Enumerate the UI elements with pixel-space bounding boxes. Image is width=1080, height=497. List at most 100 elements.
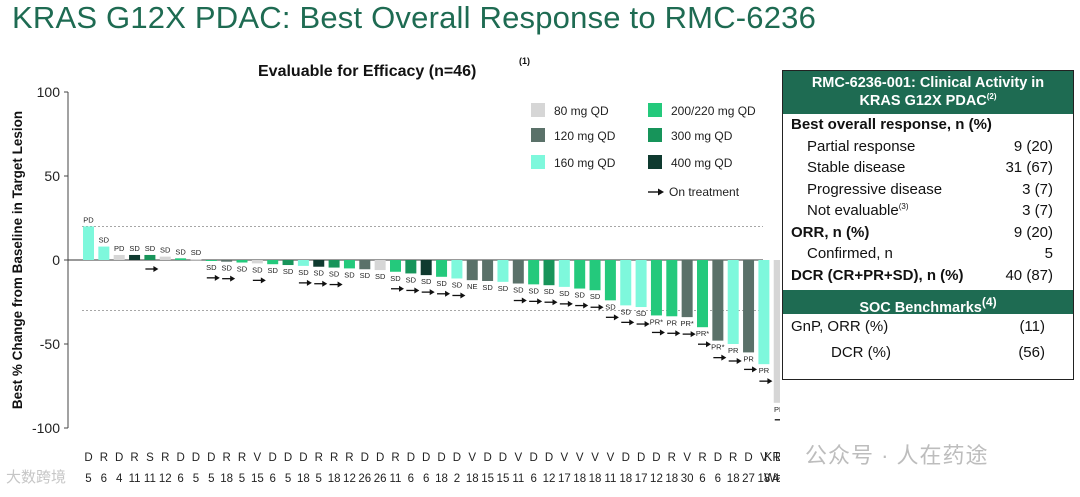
bar [405,260,417,274]
mutation-label: V [254,452,262,464]
bar-response-label: SD [544,287,555,296]
bar [758,260,770,365]
week-row-label: Week of Most Recent Scan [764,471,780,485]
legend-swatch [648,155,662,169]
mutation-label: D [453,452,461,464]
week-label: 11 [129,473,141,485]
sd-row: Stable disease 31 (67) [783,157,1073,179]
legend-swatch [648,128,662,142]
bar [697,260,708,328]
mutation-label: D [545,452,553,464]
bar-response-label: SD [406,275,417,284]
mutation-label: D [176,452,184,464]
bar-response-label: SD [298,268,309,277]
dcr-label: DCR (CR+PR+SD), n (%) [791,266,964,284]
legend-label: 80 mg QD [554,104,609,118]
bar [205,260,217,261]
bar-response-label: SD [175,247,186,256]
mutation-label: R [222,452,230,464]
ne-label: Not evaluable [807,202,899,219]
bar [681,260,693,318]
mutation-label: R [345,452,353,464]
bar-response-label: SD [421,277,432,286]
week-label: 18 [466,473,479,485]
bar-response-label: SD [574,291,585,300]
bar-response-label: SD [252,265,263,274]
week-label: 5 [193,473,199,485]
bar-response-label: PD [114,244,125,253]
bar [420,260,432,276]
legend-on-treatment-label: On treatment [669,185,740,199]
week-label: 18 [328,473,341,485]
on-treatment-arrowhead [752,366,758,373]
mutation-label: D [744,452,752,464]
week-label: 12 [159,473,172,485]
pr-value: 9 (20) [1013,137,1053,155]
orr-value: 9 (20) [1013,223,1053,241]
bar [589,260,601,291]
bar [374,260,386,271]
bar [175,258,187,260]
week-label: 2 [454,473,460,485]
y-axis-label: Best % Change from Baseline in Target Le… [10,111,25,409]
on-treatment-arrowhead [429,289,435,296]
bar [343,260,355,269]
mutation-label: R [315,452,323,464]
week-label: 6 [269,473,275,485]
on-treatment-arrowhead [613,314,619,321]
bar [282,260,294,266]
chart-title: Evaluable for Efficacy (n=46) [258,63,476,80]
bar-response-label: SD [329,270,340,279]
week-label: 5 [85,473,91,485]
watermark: 公众号 · 人在药途 [805,443,989,468]
week-label: 18 [758,473,771,485]
soc-dcr-value: (56) [1018,344,1045,361]
mutation-label: D [437,452,445,464]
ne-value: 3 (7) [1022,202,1053,219]
bar-response-label: PR [759,366,770,375]
mutation-label: D [652,452,660,464]
week-label: 18 [435,473,448,485]
on-treatment-arrowhead [721,354,727,361]
pd-label: Progressive disease [807,180,943,198]
bar-response-label: PR [728,346,739,355]
week-label: 6 [423,473,429,485]
bar-response-label: SD [145,244,156,253]
mutation-label: D [269,452,277,464]
bar [635,260,647,308]
bar-response-label: SD [267,266,278,275]
soc-header-text: SOC Benchmarks [859,299,982,316]
mutation-label: D [483,452,491,464]
bar [451,260,463,279]
bar-response-label: SD [621,307,632,316]
bar [159,256,171,260]
bar [113,254,125,260]
week-label: 6 [699,473,705,485]
bar-response-label: SD [314,269,325,278]
week-label: 17 [558,473,571,485]
week-label: 11 [144,473,156,485]
week-label: 18 [619,473,632,485]
bar [129,254,141,260]
on-treatment-arrowhead [214,274,220,281]
legend-label: 200/220 mg QD [671,104,756,118]
bor-label: Best overall response, n (%) [791,116,992,133]
ne-row: Not evaluable(3) 3 (7) [783,200,1073,222]
week-label: 30 [681,473,694,485]
on-treatment-arrowhead [567,300,573,307]
mutation-label: D [207,452,215,464]
on-treatment-arrowhead [690,331,696,338]
bar [712,260,724,341]
clinical-activity-panel: RMC-6236-001: Clinical Activity in KRAS … [782,70,1074,380]
bar-response-label: SD [283,267,294,276]
week-label: 18 [297,473,310,485]
on-treatment-arrowhead [260,277,266,284]
gnp-row: GnP, ORR (%) (11) [783,314,1073,340]
mutation-label: D [499,452,507,464]
y-tick-label: -100 [32,420,60,436]
bar-response-label: SD [221,264,232,273]
legend-swatch [531,128,545,142]
mutation-label: R [330,452,338,464]
y-tick-label: 0 [52,252,60,268]
bar-response-label: SD [528,286,539,295]
